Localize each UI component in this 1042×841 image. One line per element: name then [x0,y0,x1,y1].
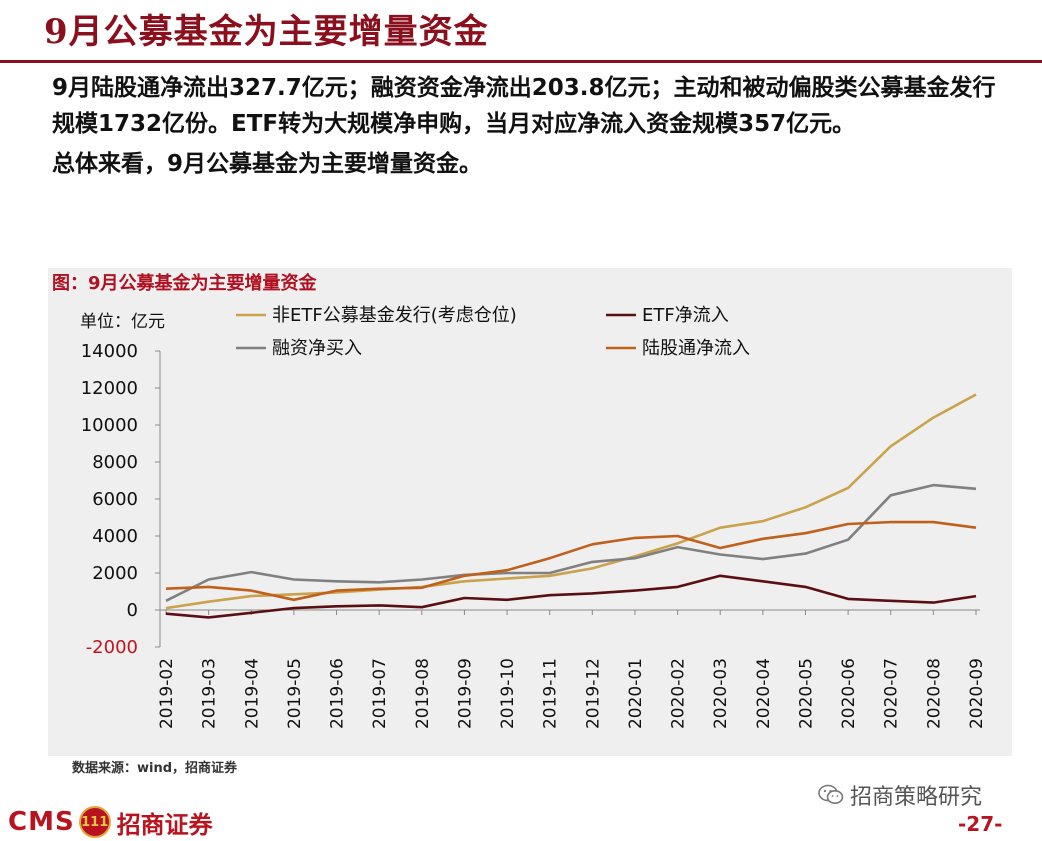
summary-text: 9月陆股通净流出327.7亿元；融资资金净流出203.8亿元；主动和被动偏股类公… [52,70,1012,186]
legend-label-4: 陆股通净流入 [642,338,750,359]
x-tick-label: 2020-06 [839,658,859,729]
x-tick-label: 2020-03 [711,658,731,729]
logo-cms-text: CMS [8,807,75,837]
y-tick-label: -2000 [86,637,138,658]
series-line-2 [165,574,977,619]
unit-label: 单位：亿元 [80,312,165,332]
source-note: 数据来源：wind，招商证券 [72,761,238,776]
y-tick-label: 2000 [92,563,138,584]
y-tick-label: 8000 [92,452,138,473]
x-tick-label: 2019-10 [498,658,518,729]
y-tick-label: 14000 [81,341,138,362]
x-tick-label: 2020-08 [924,658,944,729]
x-tick-label: 2020-05 [796,658,816,729]
x-tick-label: 2020-09 [967,658,987,729]
summary-paragraph-1: 9月陆股通净流出327.7亿元；融资资金净流出203.8亿元；主动和被动偏股类公… [52,75,996,137]
x-tick-label: 2019-12 [583,658,603,729]
x-tick-label: 2019-07 [370,658,390,729]
wechat-account-name: 招商策略研究 [850,785,983,810]
y-tick-label: 12000 [81,378,138,399]
title-divider [0,60,1042,63]
series-line-1 [165,393,977,610]
y-tick-label: 0 [127,600,138,621]
company-name: 招商证券 [116,810,213,839]
chart-caption: 图：9月公募基金为主要增量资金 [52,273,317,294]
chart-panel [48,268,1012,756]
legend-label-3: 融资净买入 [272,338,362,359]
x-tick-label: 2020-04 [754,658,774,729]
y-tick-label: 6000 [92,489,138,510]
x-tick-label: 2019-03 [200,658,220,729]
x-tick-label: 2019-11 [541,658,561,729]
y-tick-label: 10000 [81,415,138,436]
x-tick-label: 2019-04 [242,658,262,729]
x-tick-label: 2020-07 [882,658,902,729]
x-tick-label: 2019-02 [157,658,177,729]
wechat-account: 招商策略研究 [818,780,982,810]
x-tick-label: 2019-09 [455,658,475,729]
wechat-icon [818,784,844,804]
x-tick-label: 2020-02 [669,658,689,729]
legend-label-1: 非ETF公募基金发行(考虑仓位) [272,305,517,326]
x-tick-label: 2020-01 [626,658,646,729]
series-line-4 [165,520,977,602]
x-tick-label: 2019-08 [413,658,433,729]
company-logo: CMS 111 招商证券 [8,806,213,839]
series-line-3 [165,483,977,602]
x-tick-label: 2019-06 [328,658,348,729]
page-title: 9月公募基金为主要增量资金 [44,12,489,52]
summary-paragraph-2: 总体来看，9月公募基金为主要增量资金。 [52,151,483,177]
page-number: -27- [958,812,1003,836]
legend-label-2: ETF净流入 [642,305,729,326]
y-tick-label: 4000 [92,526,138,547]
x-tick-label: 2019-05 [285,658,305,729]
logo-badge-icon: 111 [78,806,111,838]
